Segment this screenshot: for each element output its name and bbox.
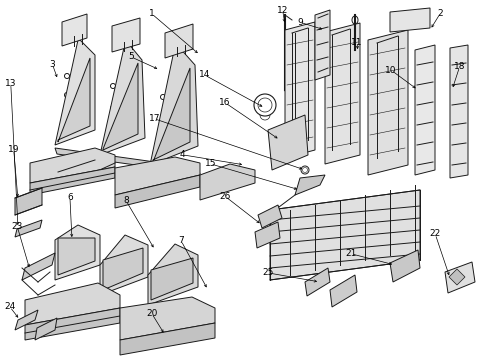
Polygon shape [294, 175, 325, 195]
Polygon shape [55, 40, 95, 145]
Text: 15: 15 [204, 159, 216, 168]
Text: 26: 26 [219, 192, 230, 201]
Text: 22: 22 [428, 230, 440, 239]
Text: 1: 1 [148, 9, 154, 18]
Polygon shape [103, 63, 138, 150]
Text: 17: 17 [148, 114, 160, 123]
Text: 20: 20 [145, 309, 157, 318]
Text: 19: 19 [8, 145, 20, 154]
Polygon shape [30, 148, 115, 183]
Text: 21: 21 [345, 249, 356, 258]
Polygon shape [389, 250, 419, 282]
Text: 8: 8 [123, 197, 129, 206]
Polygon shape [30, 167, 115, 195]
Polygon shape [153, 68, 190, 162]
Polygon shape [314, 10, 329, 80]
Polygon shape [444, 262, 474, 293]
Text: 9: 9 [297, 18, 303, 27]
Polygon shape [258, 205, 282, 228]
Polygon shape [329, 275, 356, 307]
Polygon shape [150, 46, 198, 165]
Polygon shape [120, 297, 215, 340]
Polygon shape [103, 248, 142, 290]
Polygon shape [25, 283, 120, 325]
Polygon shape [449, 45, 467, 178]
Text: 18: 18 [453, 62, 465, 71]
Polygon shape [325, 23, 359, 164]
Polygon shape [305, 268, 329, 296]
Text: 10: 10 [385, 66, 396, 75]
Text: 23: 23 [11, 222, 23, 231]
Text: 16: 16 [219, 98, 230, 107]
Text: 12: 12 [276, 6, 288, 15]
Text: 11: 11 [350, 38, 362, 47]
Text: 13: 13 [5, 79, 17, 88]
Text: 4: 4 [179, 150, 185, 159]
Polygon shape [112, 18, 140, 52]
Polygon shape [448, 269, 464, 285]
Polygon shape [115, 175, 200, 208]
Polygon shape [55, 225, 100, 280]
Polygon shape [200, 164, 254, 200]
Text: 24: 24 [4, 302, 16, 311]
Polygon shape [120, 323, 215, 355]
Polygon shape [100, 235, 148, 295]
Polygon shape [62, 14, 87, 46]
Text: 7: 7 [178, 236, 183, 245]
Polygon shape [151, 258, 193, 300]
Text: 2: 2 [436, 9, 442, 18]
Polygon shape [100, 43, 145, 155]
Polygon shape [254, 222, 280, 248]
Polygon shape [55, 148, 200, 174]
Text: 14: 14 [198, 71, 210, 80]
Text: 3: 3 [49, 60, 55, 69]
Text: 5: 5 [128, 53, 134, 62]
Polygon shape [35, 318, 57, 340]
Polygon shape [15, 188, 42, 215]
Polygon shape [269, 190, 419, 280]
Polygon shape [58, 238, 95, 275]
Polygon shape [267, 115, 307, 170]
Polygon shape [414, 45, 434, 175]
Polygon shape [148, 244, 198, 305]
Polygon shape [285, 22, 314, 158]
Text: 25: 25 [262, 269, 273, 277]
Polygon shape [15, 310, 38, 330]
Polygon shape [164, 24, 193, 58]
Text: 6: 6 [67, 193, 73, 202]
Polygon shape [58, 58, 90, 142]
Polygon shape [115, 157, 200, 195]
Polygon shape [15, 220, 42, 237]
Polygon shape [367, 30, 407, 175]
Polygon shape [25, 308, 120, 340]
Polygon shape [389, 8, 429, 32]
Polygon shape [22, 253, 55, 280]
